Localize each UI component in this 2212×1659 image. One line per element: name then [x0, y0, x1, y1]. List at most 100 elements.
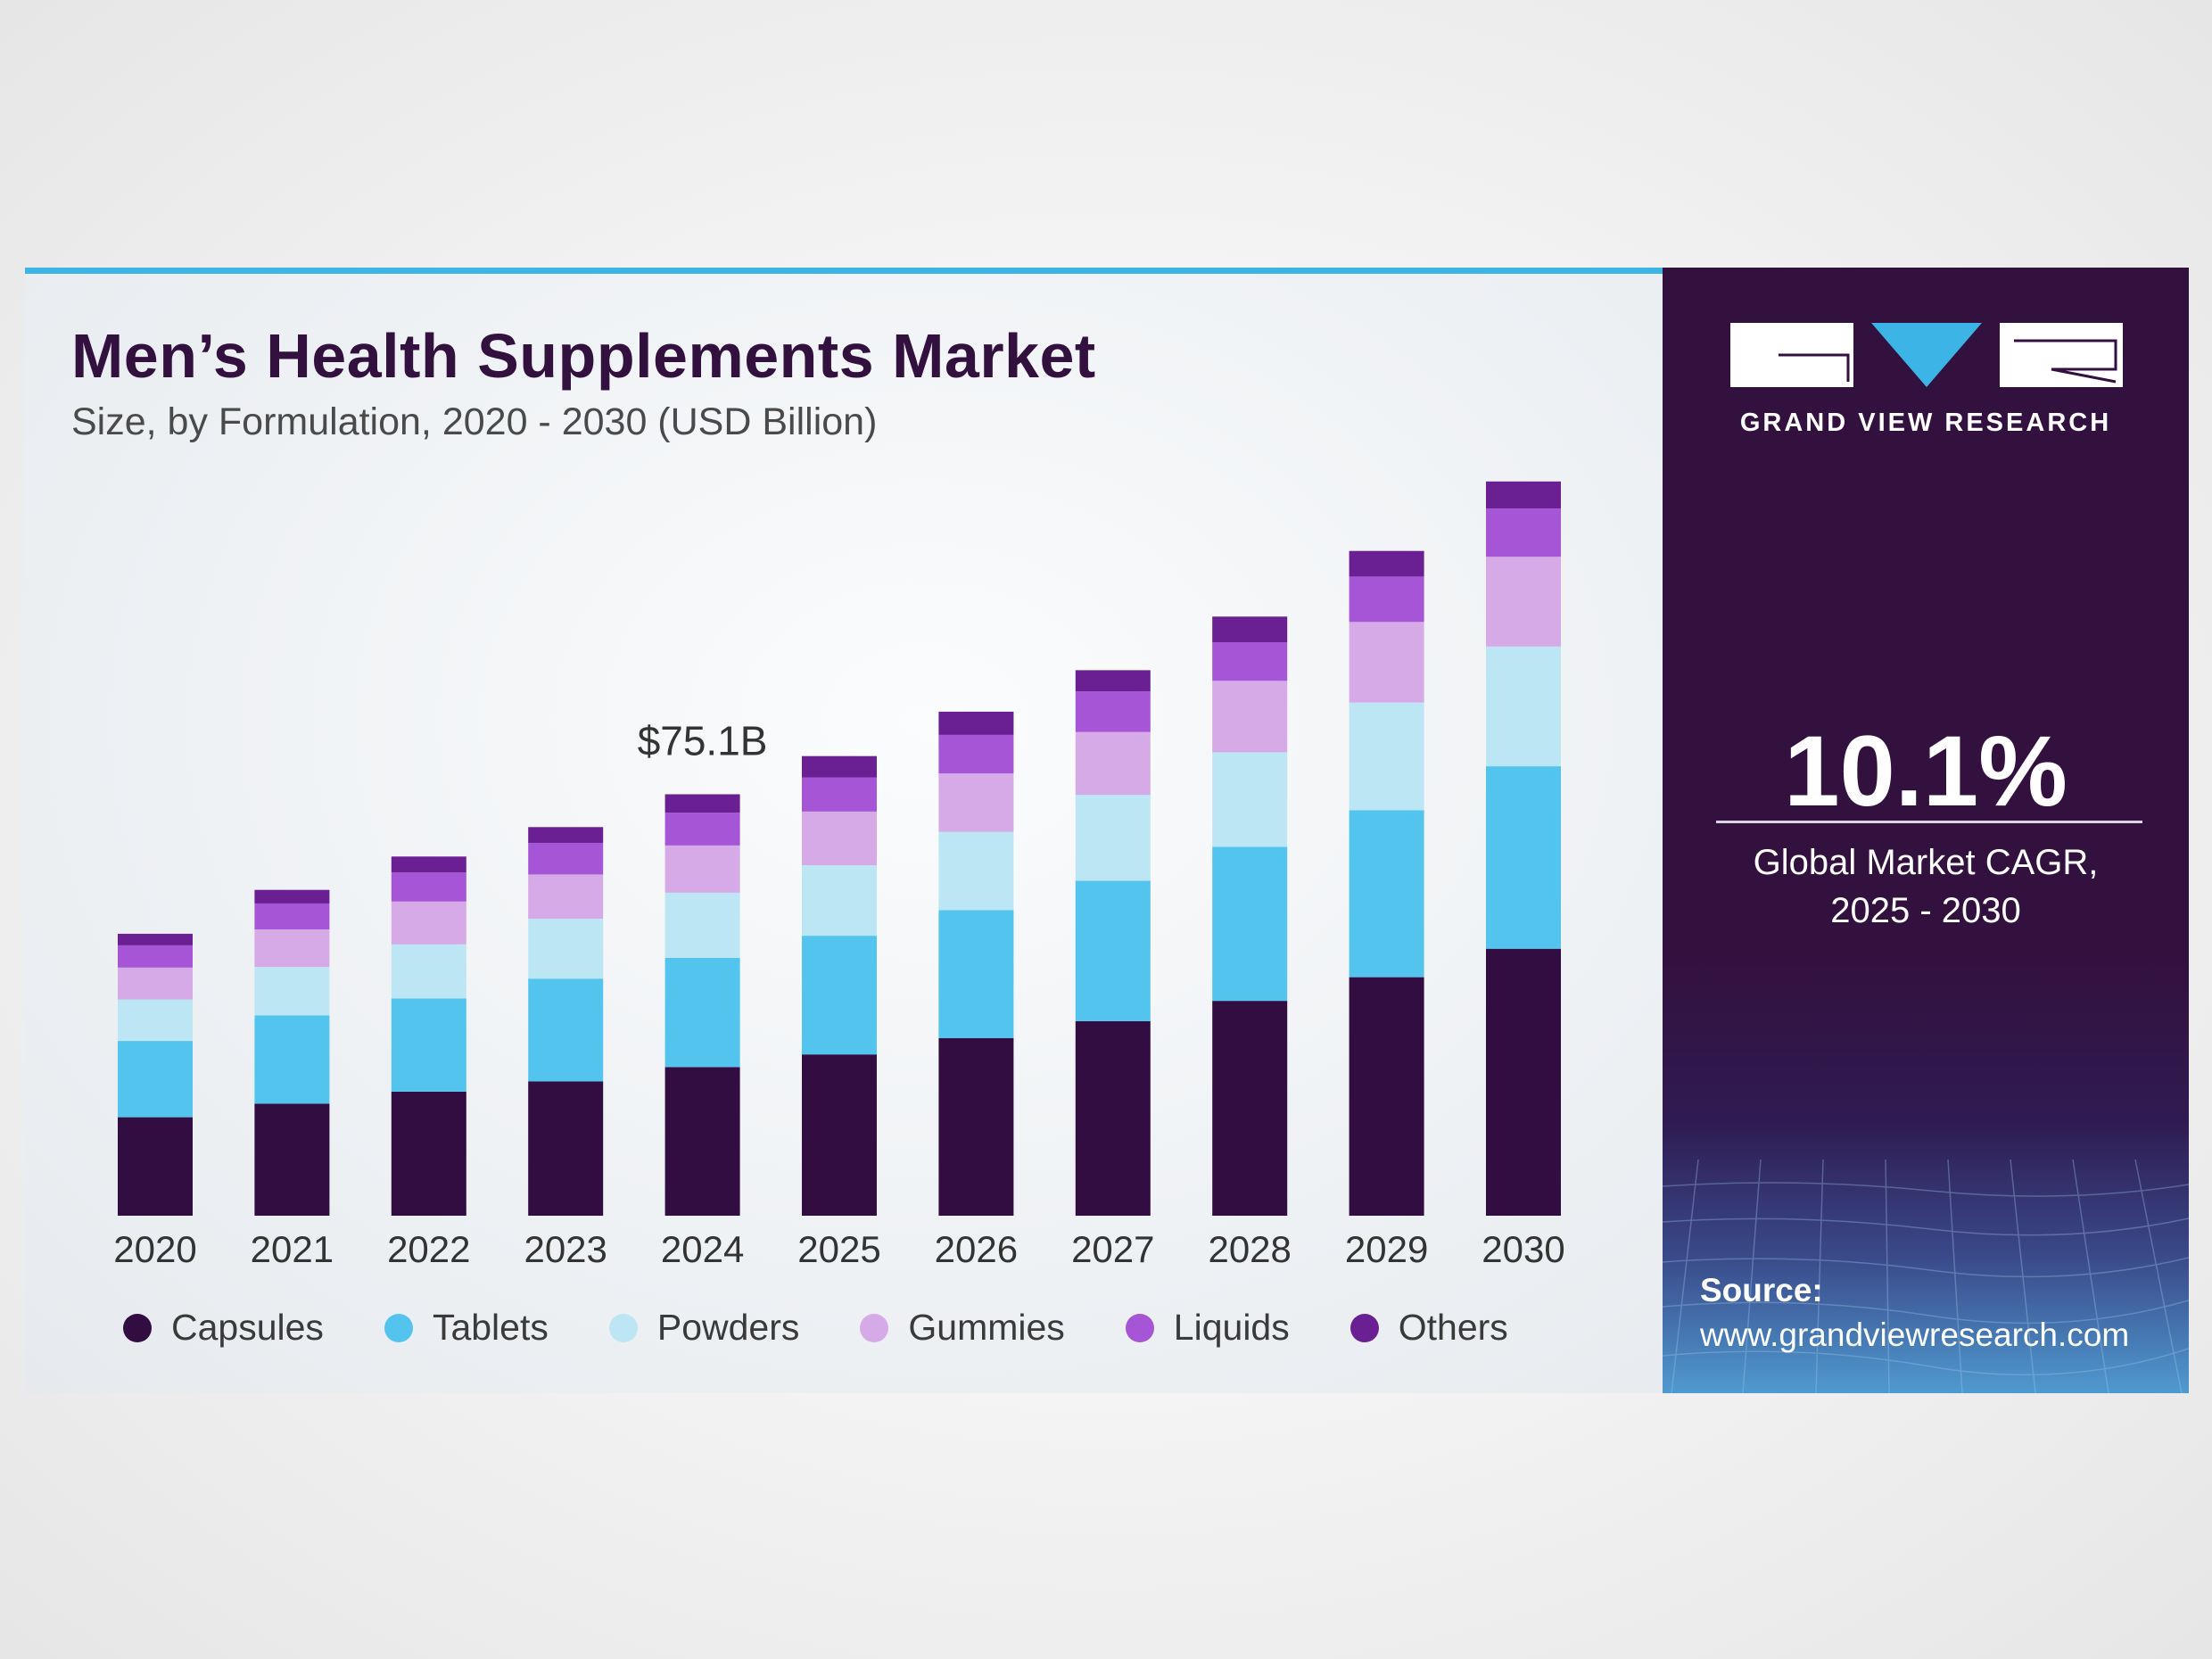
bar-2024-liquids: [664, 813, 740, 846]
legend: Capsules Tablets Powders Gummies Liquids Othe…: [123, 1307, 1508, 1349]
cagr-label: Global Market CAGR, 2025 - 2030: [1663, 838, 2189, 935]
bar-2020-others: [118, 933, 193, 945]
brand-panel: GRAND VIEW RESEARCH 10.1% Global Market …: [1663, 268, 2189, 1393]
chart-subtitle: Size, by Formulation, 2020 - 2030 (USD B…: [71, 400, 878, 443]
legend-label: Gummies: [908, 1307, 1065, 1348]
chart-panel: Men’s Health Supplements Market Size, by…: [25, 268, 1663, 1393]
bar-2024-powders: [664, 892, 740, 958]
bar-2023-powders: [528, 919, 604, 979]
bar-2030-tablets: [1486, 766, 1561, 949]
bar-2029-tablets: [1349, 810, 1424, 978]
bar-2023-gummies: [528, 874, 604, 920]
bar-2024-capsules: [664, 1067, 740, 1216]
bar-2025-capsules: [802, 1054, 877, 1216]
bar-2020-powders: [118, 999, 193, 1041]
legend-label: Capsules: [171, 1307, 324, 1348]
bar-2021-capsules: [254, 1103, 330, 1216]
legend-swatch: [1349, 1313, 1379, 1342]
bar-2028-gummies: [1212, 681, 1288, 753]
decorative-grid-art: [1663, 1160, 2189, 1393]
legend-item-liquids: Liquids: [1125, 1307, 1290, 1349]
bar-2020-gummies: [118, 967, 193, 1000]
legend-swatch: [608, 1313, 638, 1342]
bar-2027-others: [1075, 670, 1151, 692]
bar-2025-gummies: [802, 812, 877, 866]
bar-2027-liquids: [1075, 691, 1151, 732]
bar-2021-powders: [254, 967, 330, 1016]
brand-name: GRAND VIEW RESEARCH: [1739, 409, 2112, 437]
bar-2022-liquids: [391, 872, 466, 902]
bar-2020-liquids: [118, 945, 193, 968]
annotations-layer: $75.1B: [638, 718, 768, 764]
gvr-logo-icon: [1730, 323, 2123, 387]
legend-swatch: [1125, 1313, 1154, 1342]
bar-2021-liquids: [254, 903, 330, 929]
bar-2028-others: [1212, 616, 1288, 642]
bar-2029-others: [1349, 550, 1424, 577]
bar-2027-gummies: [1075, 731, 1151, 796]
bar-2022-gummies: [391, 901, 466, 945]
bar-2027-capsules: [1075, 1020, 1151, 1216]
chart-title: Men’s Health Supplements Market: [71, 321, 1096, 391]
bar-2026-powders: [938, 831, 1014, 911]
bar-2026-others: [938, 711, 1014, 735]
x-tick-label: 2023: [524, 1228, 607, 1270]
bar-2025-tablets: [802, 936, 877, 1055]
bar-2030-powders: [1486, 646, 1561, 767]
cagr-value: 10.1%: [1784, 715, 2068, 827]
bar-2024-tablets: [664, 958, 740, 1068]
stacked-bar-chart: 2020 2021 2022 2023 2024 2025 2026 2027 2028 2029…: [113, 481, 1565, 1270]
bar-2021-gummies: [254, 929, 330, 968]
bar-2021-others: [254, 889, 330, 904]
bar-2022-capsules: [391, 1091, 466, 1216]
source-url[interactable]: www.grandviewresearch.com: [1700, 1316, 2130, 1353]
x-tick-label: 2025: [797, 1228, 880, 1270]
bar-2027-tablets: [1075, 880, 1151, 1021]
bar-2028-liquids: [1212, 642, 1288, 681]
x-tick-label: 2022: [387, 1228, 470, 1270]
legend-label: Others: [1398, 1307, 1508, 1348]
legend-item-gummies: Gummies: [860, 1307, 1065, 1349]
bar-2028-capsules: [1212, 1001, 1288, 1216]
bar-2028-tablets: [1212, 846, 1288, 1002]
bar-2023-others: [528, 827, 604, 844]
bar-2030-capsules: [1486, 948, 1561, 1216]
x-tick-label: 2021: [251, 1228, 334, 1270]
bar-2030-others: [1486, 481, 1561, 509]
x-tick-label: 2020: [113, 1228, 196, 1270]
legend-swatch: [860, 1313, 889, 1342]
bar-2024-others: [664, 794, 740, 813]
bar-2029-liquids: [1349, 576, 1424, 623]
bar-2024-gummies: [664, 845, 740, 893]
bar-2028-powders: [1212, 752, 1288, 847]
bar-2023-liquids: [528, 843, 604, 875]
infographic-card: Men’s Health Supplements Market Size, by…: [25, 268, 2189, 1393]
bar-2026-capsules: [938, 1037, 1014, 1216]
cagr-divider: [1716, 821, 2142, 823]
data-label-annotation: $75.1B: [638, 718, 768, 764]
bar-2021-tablets: [254, 1015, 330, 1104]
bar-2023-tablets: [528, 978, 604, 1082]
x-tick-label: 2030: [1482, 1228, 1564, 1270]
bar-2020-tablets: [118, 1041, 193, 1118]
x-tick-label: 2028: [1208, 1228, 1291, 1270]
cagr-label-line1: Global Market CAGR,: [1753, 843, 2099, 882]
legend-swatch: [123, 1313, 152, 1342]
legend-item-capsules: Capsules: [123, 1307, 324, 1349]
bar-2026-liquids: [938, 734, 1014, 774]
bar-2025-others: [802, 755, 877, 778]
source-title: Source:: [1700, 1272, 1823, 1308]
x-tick-label: 2026: [935, 1228, 1018, 1270]
bar-2022-powders: [391, 944, 466, 999]
bar-2029-powders: [1349, 702, 1424, 811]
bar-2030-liquids: [1486, 508, 1561, 557]
cagr-label-line2: 2025 - 2030: [1830, 891, 2021, 930]
legend-label: Liquids: [1173, 1307, 1290, 1348]
bar-2030-gummies: [1486, 557, 1561, 647]
bar-2022-others: [391, 856, 466, 873]
x-tick-label: 2024: [661, 1228, 744, 1270]
legend-label: Tablets: [432, 1307, 549, 1348]
x-tick-label: 2029: [1345, 1228, 1428, 1270]
bar-2025-powders: [802, 865, 877, 937]
bar-2020-capsules: [118, 1117, 193, 1216]
